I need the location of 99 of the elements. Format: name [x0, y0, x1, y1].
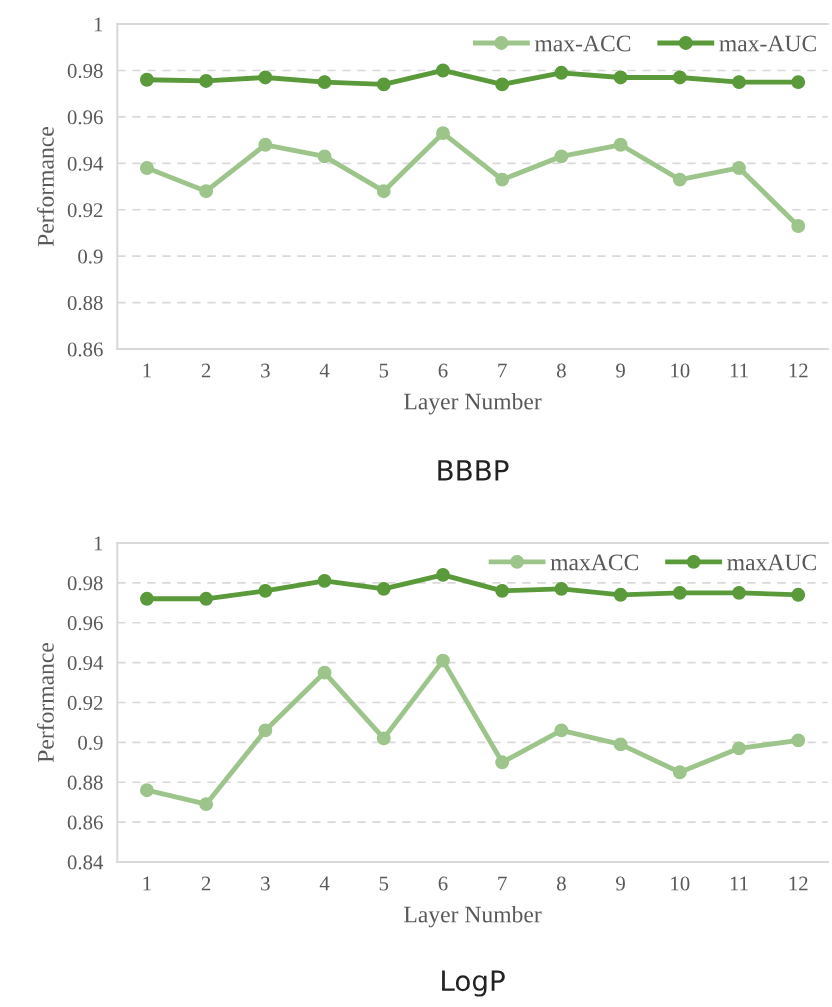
x-tick-label: 3	[261, 363, 270, 378]
y-tick-label: 0.98	[67, 63, 103, 79]
point	[199, 73, 214, 88]
y-tick-label: 0.98	[67, 576, 103, 591]
y-tick-label: 0.94	[67, 655, 104, 671]
point	[613, 587, 628, 602]
x-tick-label: 3	[261, 876, 270, 891]
y-axis-title: Performance	[36, 642, 54, 763]
point	[199, 184, 214, 199]
x-tick-label: 7	[498, 363, 507, 378]
point	[317, 75, 332, 90]
legend-label: max-AUC	[719, 35, 816, 52]
x-tick-label: 12	[789, 876, 808, 891]
x-tick-label: 4	[319, 876, 330, 891]
point	[317, 573, 332, 588]
point	[554, 149, 569, 164]
x-axis-title: Layer Number	[404, 905, 542, 928]
point	[732, 585, 746, 600]
x-tick-label: 6	[438, 363, 448, 378]
x-tick-label: 6	[438, 876, 448, 891]
text: LogP	[442, 970, 505, 997]
point	[613, 137, 628, 152]
x-tick-label: 10	[671, 876, 690, 891]
x-tick-label: 10	[671, 363, 690, 378]
point	[672, 172, 687, 187]
x-tick-label: 11	[730, 363, 748, 378]
point	[554, 581, 569, 596]
point	[554, 723, 569, 738]
y-tick-label: 0.9	[78, 735, 103, 750]
legend-label: max-ACC	[534, 35, 631, 52]
point	[258, 70, 273, 85]
point	[376, 184, 391, 199]
x-tick-label: 1	[143, 876, 151, 891]
point	[791, 733, 806, 748]
x-tick-label: 1	[143, 363, 151, 378]
point	[258, 583, 273, 598]
point	[258, 723, 273, 738]
y-tick-label: 1	[94, 536, 103, 551]
x-tick-label: 7	[498, 876, 507, 891]
y-tick-label: 0.88	[67, 295, 103, 311]
point	[732, 161, 746, 175]
point	[436, 126, 450, 141]
y-tick-label: 0.86	[67, 342, 103, 357]
x-tick-label: 2	[201, 876, 211, 891]
x-tick-label: 9	[616, 363, 625, 378]
point	[139, 591, 154, 606]
point	[376, 731, 391, 746]
point	[613, 70, 628, 85]
x-tick-label: 2	[201, 363, 211, 378]
y-tick-label: 0.96	[67, 616, 103, 631]
point	[376, 581, 391, 596]
point	[732, 75, 746, 90]
point	[554, 65, 569, 80]
point	[495, 755, 510, 770]
x-tick-label: 11	[730, 876, 748, 891]
point	[495, 172, 510, 187]
point	[436, 567, 450, 582]
legend-label: maxACC	[550, 554, 639, 571]
y-tick-label: 0.92	[67, 203, 103, 218]
y-tick-label: 1	[94, 17, 103, 32]
point	[139, 161, 154, 175]
y-tick-label: 0.86	[67, 815, 103, 830]
point	[317, 149, 332, 164]
y-tick-label: 0.84	[67, 855, 104, 870]
point	[317, 665, 332, 680]
point	[495, 583, 510, 598]
point	[791, 587, 806, 602]
point	[495, 77, 510, 92]
y-tick-label: 0.88	[67, 775, 103, 790]
y-tick-label: 0.94	[67, 156, 104, 171]
legend-label: maxAUC	[727, 554, 816, 571]
x-axis-title: Layer Number	[404, 392, 542, 415]
y-tick-label: 0.9	[78, 249, 103, 264]
point	[436, 63, 450, 78]
point	[376, 77, 391, 92]
point	[672, 765, 687, 780]
x-tick-label: 5	[379, 363, 389, 378]
y-axis-title: Performance	[36, 127, 54, 247]
point	[258, 137, 273, 152]
point	[732, 741, 746, 756]
text: BBBP	[438, 460, 509, 481]
point	[791, 219, 806, 233]
point	[139, 783, 154, 798]
x-tick-label: 5	[379, 876, 389, 891]
x-tick-label: 12	[789, 363, 808, 378]
y-tick-label: 0.96	[67, 110, 103, 125]
point	[672, 585, 687, 600]
x-tick-label: 4	[319, 363, 330, 378]
point	[139, 72, 154, 87]
x-tick-label: 8	[556, 363, 566, 378]
x-tick-label: 8	[556, 876, 566, 891]
x-tick-label: 9	[616, 876, 625, 891]
point	[672, 70, 687, 85]
point	[791, 75, 806, 90]
point	[199, 797, 214, 812]
point	[199, 591, 214, 606]
point	[436, 653, 450, 668]
y-tick-label: 0.92	[67, 695, 103, 711]
point	[613, 737, 628, 752]
